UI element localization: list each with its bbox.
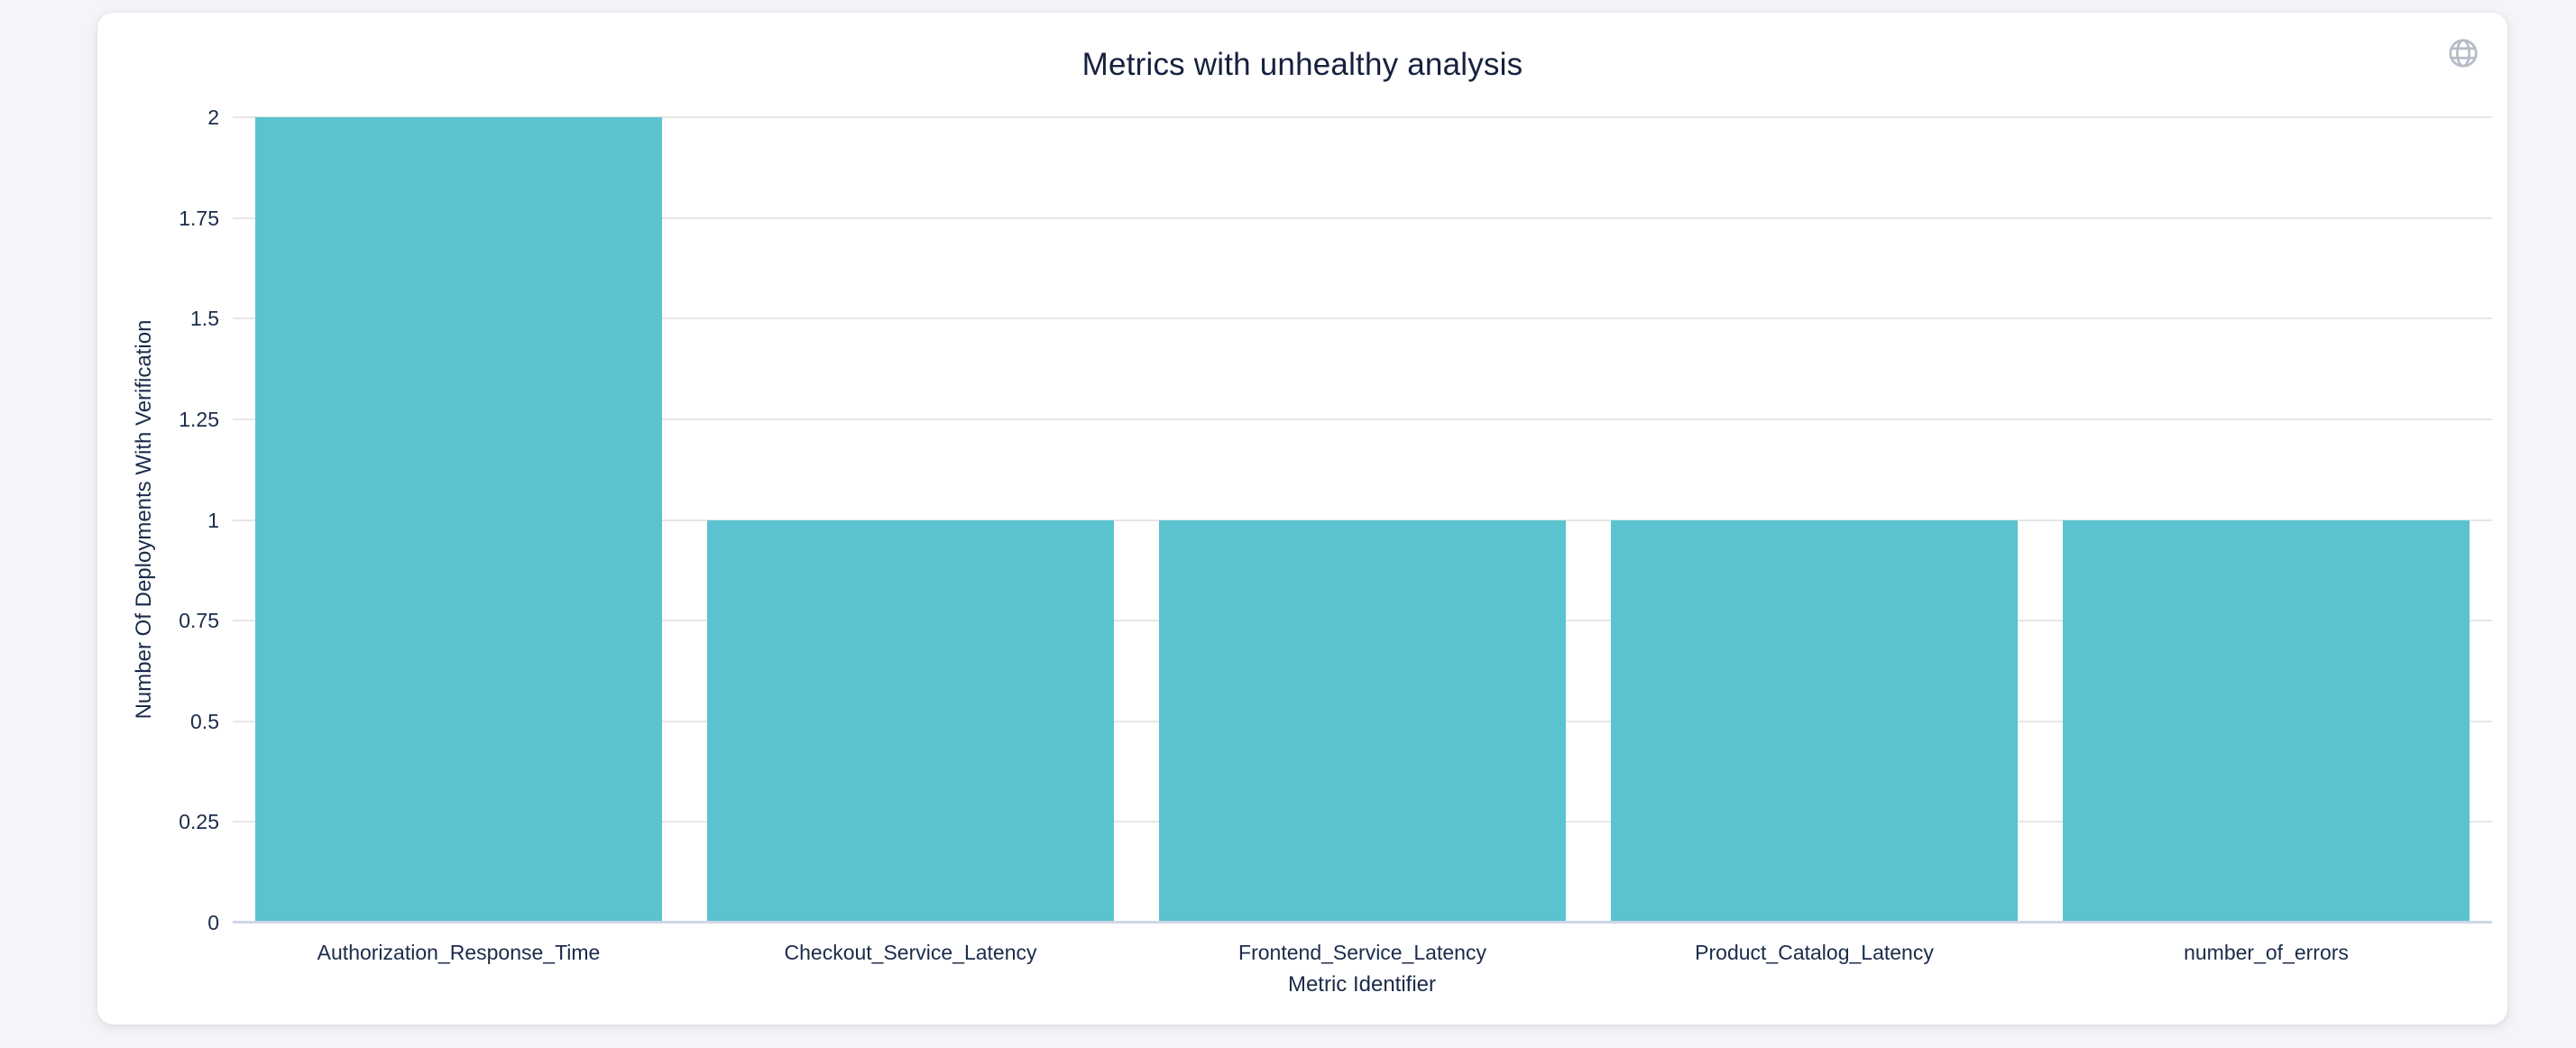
x-tick-label: number_of_errors [2184, 941, 2349, 964]
x-tick-label: Product_Catalog_Latency [1695, 941, 1934, 964]
x-tick-label: Checkout_Service_Latency [784, 941, 1037, 964]
gridline [233, 418, 2492, 420]
bar-Authorization_Response_Time[interactable] [254, 117, 663, 923]
bar-Frontend_Service_Latency[interactable] [1158, 519, 1567, 923]
gridline [233, 317, 2492, 320]
y-tick-label: 1.25 [179, 407, 219, 431]
chart-title: Metrics with unhealthy analysis [1081, 47, 1523, 82]
y-tick-label: 0.5 [190, 709, 219, 733]
y-tick-label: 0.25 [179, 810, 219, 834]
y-tick-label: 1 [207, 508, 219, 532]
y-tick-label: 0.75 [179, 609, 219, 633]
y-tick-label: 0 [207, 911, 219, 934]
y-tick-label: 2 [207, 106, 219, 129]
globe-button[interactable] [2446, 36, 2480, 70]
bar-Checkout_Service_Latency[interactable] [706, 519, 1115, 923]
y-tick-label: 1.5 [190, 307, 219, 331]
y-tick-label: 1.75 [179, 206, 219, 230]
bar-Product_Catalog_Latency[interactable] [1610, 519, 2019, 923]
x-axis-line [233, 921, 2492, 924]
plot-area [233, 116, 2492, 924]
gridline [233, 216, 2492, 219]
x-axis-title: Metric Identifier [1287, 972, 1437, 997]
chart-card: Metrics with unhealthy analysis Number O… [97, 13, 2507, 1025]
x-tick-label: Frontend_Service_Latency [1238, 941, 1486, 964]
x-tick-label: Authorization_Response_Time [317, 941, 601, 964]
globe-icon [2446, 39, 2480, 73]
bar-number_of_errors[interactable] [2062, 519, 2470, 923]
gridline [233, 116, 2492, 118]
